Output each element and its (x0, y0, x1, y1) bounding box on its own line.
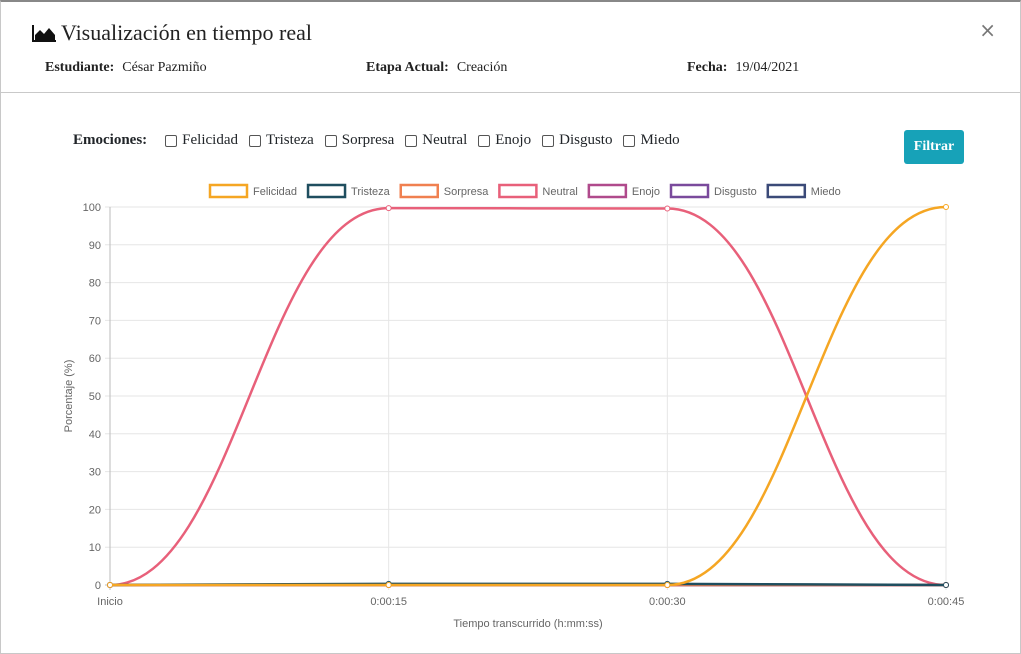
x-tick-label: 0:00:15 (370, 596, 407, 608)
y-tick-label: 30 (89, 467, 101, 479)
legend-label: Neutral (542, 186, 577, 198)
y-tick-label: 100 (83, 202, 101, 214)
checkbox-sorpresa[interactable]: Sorpresa (324, 132, 395, 149)
data-point (107, 582, 113, 588)
modal-header: Visualización en tiempo real × Estudiant… (1, 2, 1020, 93)
checkbox-label: Tristeza (266, 132, 314, 148)
x-axis-title: Tiempo transcurrido (h:mm:ss) (453, 618, 602, 630)
area-chart-icon (32, 25, 56, 42)
y-tick-label: 0 (95, 580, 101, 592)
student-value: César Pazmiño (122, 60, 207, 75)
checkbox-label: Sorpresa (341, 132, 395, 148)
checkbox-tristeza[interactable]: Tristeza (249, 132, 314, 149)
legend-label: Miedo (811, 186, 841, 198)
checkbox-label: Miedo (640, 132, 680, 148)
data-point (943, 582, 949, 588)
student-info: Estudiante: César Pazmiño (45, 60, 207, 76)
series-line-neutral (109, 206, 947, 587)
legend-label: Enojo (632, 186, 660, 198)
checkbox-box[interactable] (623, 134, 636, 147)
date-label: Fecha: (687, 60, 728, 75)
legend-label: Disgusto (714, 186, 757, 198)
checkbox-miedo[interactable]: Miedo (623, 132, 680, 149)
data-point (385, 582, 392, 588)
checkbox-label: Disgusto (559, 132, 613, 148)
x-tick-label: 0:00:30 (649, 596, 686, 608)
data-point (664, 205, 671, 212)
stage-value: Creación (456, 60, 508, 75)
data-point (943, 204, 949, 210)
y-tick-label: 80 (89, 278, 101, 290)
legend-swatch (399, 183, 439, 199)
legend-swatch (306, 183, 347, 199)
y-tick-label: 90 (89, 240, 101, 252)
legend-swatch (766, 183, 807, 199)
y-tick-label: 60 (89, 353, 101, 365)
legend-swatch (669, 183, 710, 199)
checkbox-box[interactable] (249, 134, 261, 147)
x-tick-label: 0:00:45 (928, 596, 965, 608)
stage-label: Etapa Actual: (366, 60, 449, 75)
legend-label: Felicidad (253, 186, 297, 198)
x-tick-label: Inicio (97, 596, 123, 608)
checkbox-label: Neutral (422, 132, 468, 148)
close-button[interactable]: × (979, 18, 996, 42)
modal-title-row: Visualización en tiempo real (31, 20, 312, 46)
y-tick-label: 40 (89, 429, 101, 441)
modal-title: Visualización en tiempo real (61, 20, 312, 45)
y-tick-label: 70 (89, 315, 101, 327)
legend-swatch (498, 183, 538, 199)
legend-swatch (208, 183, 249, 199)
emotions-label: Emociones: (73, 132, 148, 148)
checkbox-box[interactable] (324, 134, 337, 147)
y-tick-label: 50 (89, 391, 101, 403)
stage-info: Etapa Actual: Creación (366, 60, 507, 76)
checkbox-neutral[interactable]: Neutral (405, 132, 467, 149)
student-label: Estudiante: (45, 60, 115, 75)
data-point (664, 582, 671, 588)
y-axis-title: Porcentaje (%) (63, 360, 75, 433)
date-info: Fecha: 19/04/2021 (687, 60, 799, 76)
y-tick-label: 20 (89, 504, 101, 516)
emotion-filters: Emociones: Felicidad Tristeza Sorpresa N… (73, 132, 691, 149)
date-value: 19/04/2021 (735, 60, 800, 75)
checkbox-felicidad[interactable]: Felicidad (165, 132, 238, 149)
checkbox-label: Enojo (495, 132, 532, 148)
checkbox-disgusto[interactable]: Disgusto (542, 132, 612, 149)
series-line-felicidad (110, 205, 947, 587)
checkbox-box[interactable] (405, 134, 418, 147)
checkbox-box[interactable] (478, 134, 491, 147)
y-tick-label: 10 (89, 542, 101, 554)
checkbox-label: Felicidad (182, 132, 238, 148)
checkbox-box[interactable] (165, 134, 178, 147)
legend-swatch (587, 183, 628, 199)
legend-label: Tristeza (351, 186, 391, 198)
checkbox-enojo[interactable]: Enojo (478, 132, 531, 149)
data-point (385, 205, 392, 212)
filter-button[interactable]: Filtrar (904, 130, 964, 164)
checkbox-box[interactable] (542, 134, 555, 147)
emotion-line-chart: 0 10 20 30 40 50 60 70 80 90 100 Inicio 0:00:15 0:00:… (63, 183, 965, 630)
legend-label: Sorpresa (444, 186, 490, 198)
